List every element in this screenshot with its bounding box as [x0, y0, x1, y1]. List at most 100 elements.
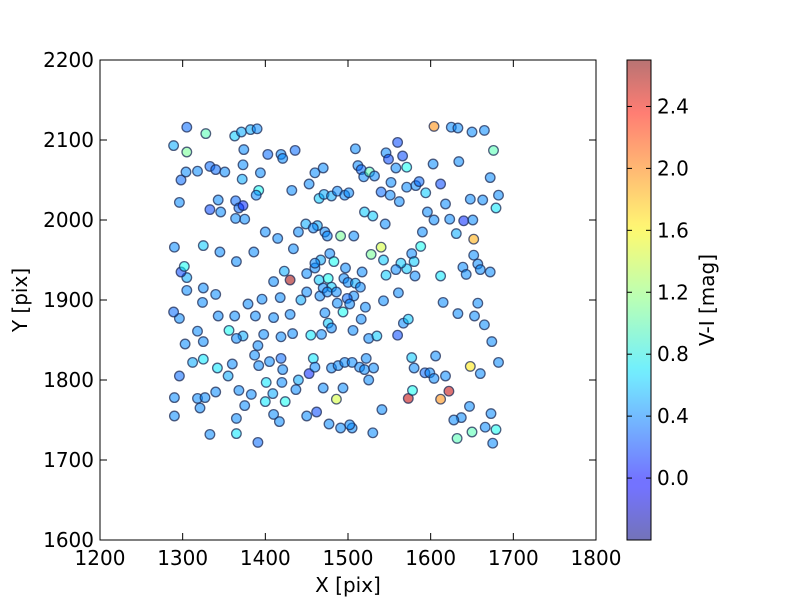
data-point [401, 181, 413, 193]
data-point [469, 310, 480, 322]
data-point [375, 186, 387, 198]
data-point [249, 310, 261, 322]
data-point [378, 295, 389, 307]
colorbar-tick-label: 0.4 [657, 404, 689, 428]
colorbar-tick-label: 1.6 [657, 218, 689, 242]
data-point [452, 308, 464, 320]
data-point [199, 392, 211, 404]
data-point [468, 233, 480, 245]
data-point [210, 164, 222, 176]
data-point [284, 308, 296, 320]
data-point [210, 386, 222, 398]
data-point [328, 256, 340, 268]
data-point [226, 358, 238, 370]
data-point [211, 362, 223, 374]
data-point [248, 246, 260, 258]
data-point [430, 350, 442, 362]
x-tick-label: 1600 [405, 546, 456, 570]
data-point [219, 166, 231, 178]
data-point [307, 352, 319, 364]
data-point [444, 213, 456, 225]
data-point [197, 336, 209, 348]
data-point [251, 123, 263, 135]
data-point [309, 361, 321, 373]
data-point [252, 340, 264, 352]
data-point [337, 382, 349, 394]
data-point [330, 286, 342, 298]
data-point [274, 292, 286, 304]
data-point [344, 298, 356, 310]
data-point [212, 310, 224, 322]
data-point [290, 384, 302, 396]
data-point [450, 228, 462, 240]
data-point [230, 412, 242, 424]
data-point [215, 206, 227, 218]
data-point [474, 264, 486, 276]
data-point [467, 214, 479, 226]
y-tick-label: 2100 [43, 128, 94, 152]
data-point [178, 260, 190, 272]
data-point [347, 324, 359, 336]
data-point [284, 274, 296, 286]
data-point [303, 178, 315, 190]
data-point [479, 421, 491, 433]
data-point [230, 332, 242, 344]
data-point [335, 230, 347, 242]
data-point [451, 432, 463, 444]
data-point [486, 336, 498, 348]
data-point [371, 330, 383, 342]
data-point [260, 376, 272, 388]
data-point [468, 249, 480, 261]
data-point [435, 270, 447, 282]
data-point [485, 408, 497, 420]
colorbar-ticks: 0.0 0.4 0.8 1.2 1.6 2.0 2.4 [627, 94, 689, 490]
data-point [223, 324, 235, 336]
data-point [311, 406, 323, 418]
data-point [275, 331, 287, 343]
data-point [383, 153, 394, 165]
data-point [379, 218, 391, 230]
data-point [230, 212, 242, 224]
data-point [233, 384, 245, 396]
x-tick-label: 1800 [571, 546, 622, 570]
data-point [230, 428, 242, 440]
data-point [493, 356, 504, 368]
data-point [278, 265, 290, 277]
data-point [168, 306, 180, 318]
data-point [355, 313, 367, 325]
colorbar-tick-label: 0.8 [657, 342, 689, 366]
y-tick-label: 2200 [43, 48, 94, 72]
data-point [192, 325, 203, 337]
data-point [272, 232, 284, 244]
data-point [356, 266, 368, 278]
data-point [390, 162, 402, 174]
data-point [197, 240, 209, 252]
data-point [239, 213, 251, 225]
data-point [173, 370, 185, 382]
data-point [295, 294, 307, 306]
colorbar-tick-label: 1.2 [657, 280, 689, 304]
data-point [179, 338, 191, 350]
data-point [369, 170, 380, 182]
data-point [252, 436, 264, 448]
data-point [235, 126, 247, 138]
data-point [440, 370, 451, 382]
data-point [319, 307, 331, 319]
colorbar: 0.0 0.4 0.8 1.2 1.6 2.0 2.4 V-I [mag] [626, 59, 719, 541]
data-point [416, 226, 428, 238]
y-tick-label: 1900 [43, 288, 94, 312]
y-tick-label: 1800 [43, 368, 94, 392]
data-point [239, 400, 251, 412]
data-point [245, 388, 257, 400]
data-point [413, 176, 425, 188]
data-point [490, 202, 502, 214]
data-point [359, 364, 370, 376]
data-point [335, 422, 347, 434]
data-point [365, 248, 377, 260]
data-point [305, 329, 317, 341]
data-point [287, 243, 299, 255]
x-tick-label: 1300 [157, 546, 208, 570]
data-point [488, 144, 499, 156]
data-point [259, 396, 271, 408]
data-point [301, 268, 313, 280]
